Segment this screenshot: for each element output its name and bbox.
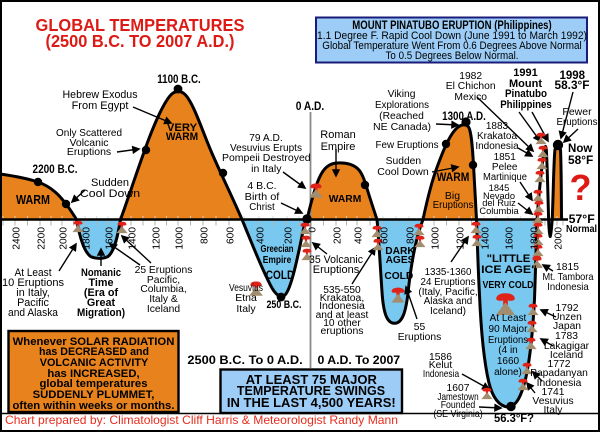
svg-text:800: 800 bbox=[406, 227, 417, 244]
svg-text:1800: 1800 bbox=[82, 227, 93, 250]
svg-text:400: 400 bbox=[354, 227, 365, 244]
svg-text:1400: 1400 bbox=[128, 227, 139, 250]
svg-text:2000: 2000 bbox=[59, 227, 70, 250]
svg-text:0: 0 bbox=[308, 227, 319, 233]
svg-text:1400: 1400 bbox=[481, 227, 492, 250]
svg-text:2200: 2200 bbox=[37, 227, 48, 250]
svg-text:400: 400 bbox=[256, 227, 267, 244]
svg-text:1600: 1600 bbox=[505, 227, 516, 250]
svg-text:1200: 1200 bbox=[456, 227, 467, 250]
svg-text:600: 600 bbox=[226, 227, 237, 244]
svg-text:1600: 1600 bbox=[105, 227, 116, 250]
svg-text:2400: 2400 bbox=[12, 227, 23, 250]
svg-text:1000: 1000 bbox=[431, 227, 442, 250]
svg-text:1000: 1000 bbox=[175, 227, 186, 250]
svg-text:1200: 1200 bbox=[152, 227, 163, 250]
svg-text:2000: 2000 bbox=[554, 227, 565, 250]
svg-text:200: 200 bbox=[333, 227, 344, 244]
svg-text:800: 800 bbox=[200, 227, 211, 244]
svg-text:200: 200 bbox=[284, 227, 295, 244]
svg-text:600: 600 bbox=[380, 227, 391, 244]
svg-text:1800: 1800 bbox=[530, 227, 541, 250]
